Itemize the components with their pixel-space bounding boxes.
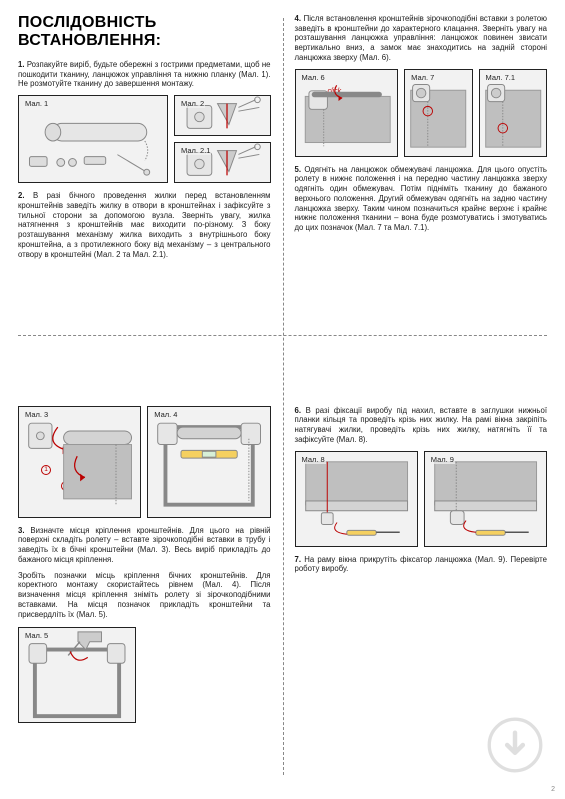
figure-9-label: Мал. 9	[430, 455, 455, 464]
figure-5: Мал. 5	[18, 627, 136, 723]
column-left-top: ПОСЛІДОВНІСТЬ ВСТАНОВЛЕННЯ: 1. Розпакуйт…	[18, 14, 283, 331]
figure-2-1-label: Мал. 2.1	[180, 146, 211, 155]
step-3b-text: Зробіть позначки місць кріплення бічних …	[18, 571, 271, 620]
step-6-text: 6. В разі фіксації виробу під нахил, вст…	[295, 406, 548, 445]
figure-2-label: Мал. 2	[180, 99, 205, 108]
fig-row-3-4: Мал. 3 1 2 Мал. 4	[18, 406, 271, 518]
fig-row-1: Мал. 1 Мал. 2	[18, 95, 271, 183]
figure-1: Мал. 1	[18, 95, 168, 183]
figure-9: Мал. 9	[424, 451, 547, 547]
step-3-text: 3. Визначте місця кріплення кронштейнів.…	[18, 526, 271, 565]
figure-5-label: Мал. 5	[24, 631, 49, 640]
step-2-text: 2. В разі бічного проведення жилки перед…	[18, 191, 271, 259]
step-5-text: 5. Одягніть на ланцюжок обмежувачі ланцю…	[295, 165, 548, 233]
fig-row-6-7: Мал. 6 click Мал. 7	[295, 69, 548, 157]
figure-7: Мал. 7	[404, 69, 472, 157]
figure-8: Мал. 8	[295, 451, 418, 547]
figure-4-label: Мал. 4	[153, 410, 178, 419]
step-1-text: 1. Розпакуйте виріб, будьте обережні з г…	[18, 60, 271, 89]
page-number: 2	[551, 786, 555, 793]
figure-4: Мал. 4	[147, 406, 270, 518]
figure-6: Мал. 6 click	[295, 69, 399, 157]
watermark-icon	[487, 717, 543, 773]
page-title: ПОСЛІДОВНІСТЬ ВСТАНОВЛЕННЯ:	[18, 14, 271, 50]
figure-8-label: Мал. 8	[301, 455, 326, 464]
figure-2: Мал. 2	[174, 95, 271, 136]
column-left-bottom: Мал. 3 1 2 Мал. 4	[18, 406, 283, 789]
figure-3-label: Мал. 3	[24, 410, 49, 419]
column-right-top: 4. Після встановлення кронштейнів зірочк…	[283, 14, 548, 331]
fig-col-2: Мал. 2 Мал. 2.1	[174, 95, 271, 183]
step-4-text: 4. Після встановлення кронштейнів зірочк…	[295, 14, 548, 63]
figure-7-label: Мал. 7	[410, 73, 435, 82]
figure-6-label: Мал. 6	[301, 73, 326, 82]
figure-2-1: Мал. 2.1	[174, 142, 271, 183]
figure-7-1: Мал. 7.1	[479, 69, 547, 157]
step-7-text: 7. На раму вікна прикрутіть фіксатор лан…	[295, 555, 548, 574]
fig-row-8-9: Мал. 8 Мал. 9	[295, 451, 548, 547]
figure-7-1-label: Мал. 7.1	[485, 73, 516, 82]
figure-1-label: Мал. 1	[24, 99, 49, 108]
vertical-divider	[283, 18, 284, 775]
figure-3: Мал. 3 1 2	[18, 406, 141, 518]
